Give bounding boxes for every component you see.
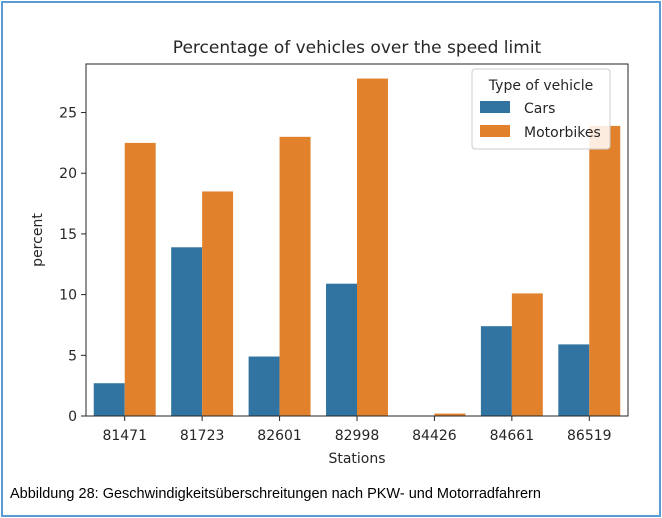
- y-tick-label: 25: [59, 106, 77, 122]
- bar-motorbikes-82998: [357, 78, 388, 416]
- y-tick-label: 0: [68, 409, 77, 425]
- figure-caption: Abbildung 28: Geschwindigkeitsüberschrei…: [10, 486, 541, 502]
- bar-cars-82998: [326, 283, 357, 416]
- x-axis-label: Stations: [328, 451, 385, 467]
- bar-motorbikes-81471: [124, 142, 156, 416]
- plot-area: 0 5 10 15 20 25 81471 81723 82601 82998 84426 84661…: [59, 63, 629, 444]
- bar-cars-82601: [248, 356, 280, 416]
- bar-cars-81723: [171, 247, 203, 416]
- legend-swatch-motorbikes: [480, 125, 510, 137]
- y-tick-label: 20: [59, 166, 77, 182]
- y-axis-label: percent: [30, 213, 46, 267]
- x-tick-label: 82601: [257, 428, 302, 444]
- legend-title: Type of vehicle: [488, 78, 593, 94]
- x-tick-label: 82998: [335, 428, 380, 444]
- bar-motorbikes-81723: [202, 191, 234, 416]
- y-tick-label: 10: [59, 288, 77, 304]
- y-tick-label: 5: [68, 348, 77, 364]
- chart-title: Percentage of vehicles over the speed li…: [173, 38, 542, 58]
- bar-motorbikes-84661: [511, 293, 543, 416]
- x-tick-label: 86519: [567, 428, 612, 444]
- bar-motorbikes-82601: [279, 136, 311, 417]
- bar-cars-86519: [558, 344, 590, 416]
- legend-swatch-cars: [480, 101, 510, 113]
- y-tick-label: 15: [59, 227, 77, 243]
- x-tick-label: 81723: [180, 428, 225, 444]
- bar-cars-81471: [93, 383, 125, 416]
- bar-motorbikes-86519: [589, 125, 621, 417]
- x-tick-label: 84661: [490, 428, 535, 444]
- x-tick-label: 81471: [102, 428, 147, 444]
- legend-label-motorbikes: Motorbikes: [524, 125, 601, 141]
- legend-label-cars: Cars: [524, 101, 555, 117]
- bar-motorbikes-84426: [434, 413, 466, 416]
- bar-cars-84661: [480, 326, 512, 416]
- x-tick-label: 84426: [412, 428, 457, 444]
